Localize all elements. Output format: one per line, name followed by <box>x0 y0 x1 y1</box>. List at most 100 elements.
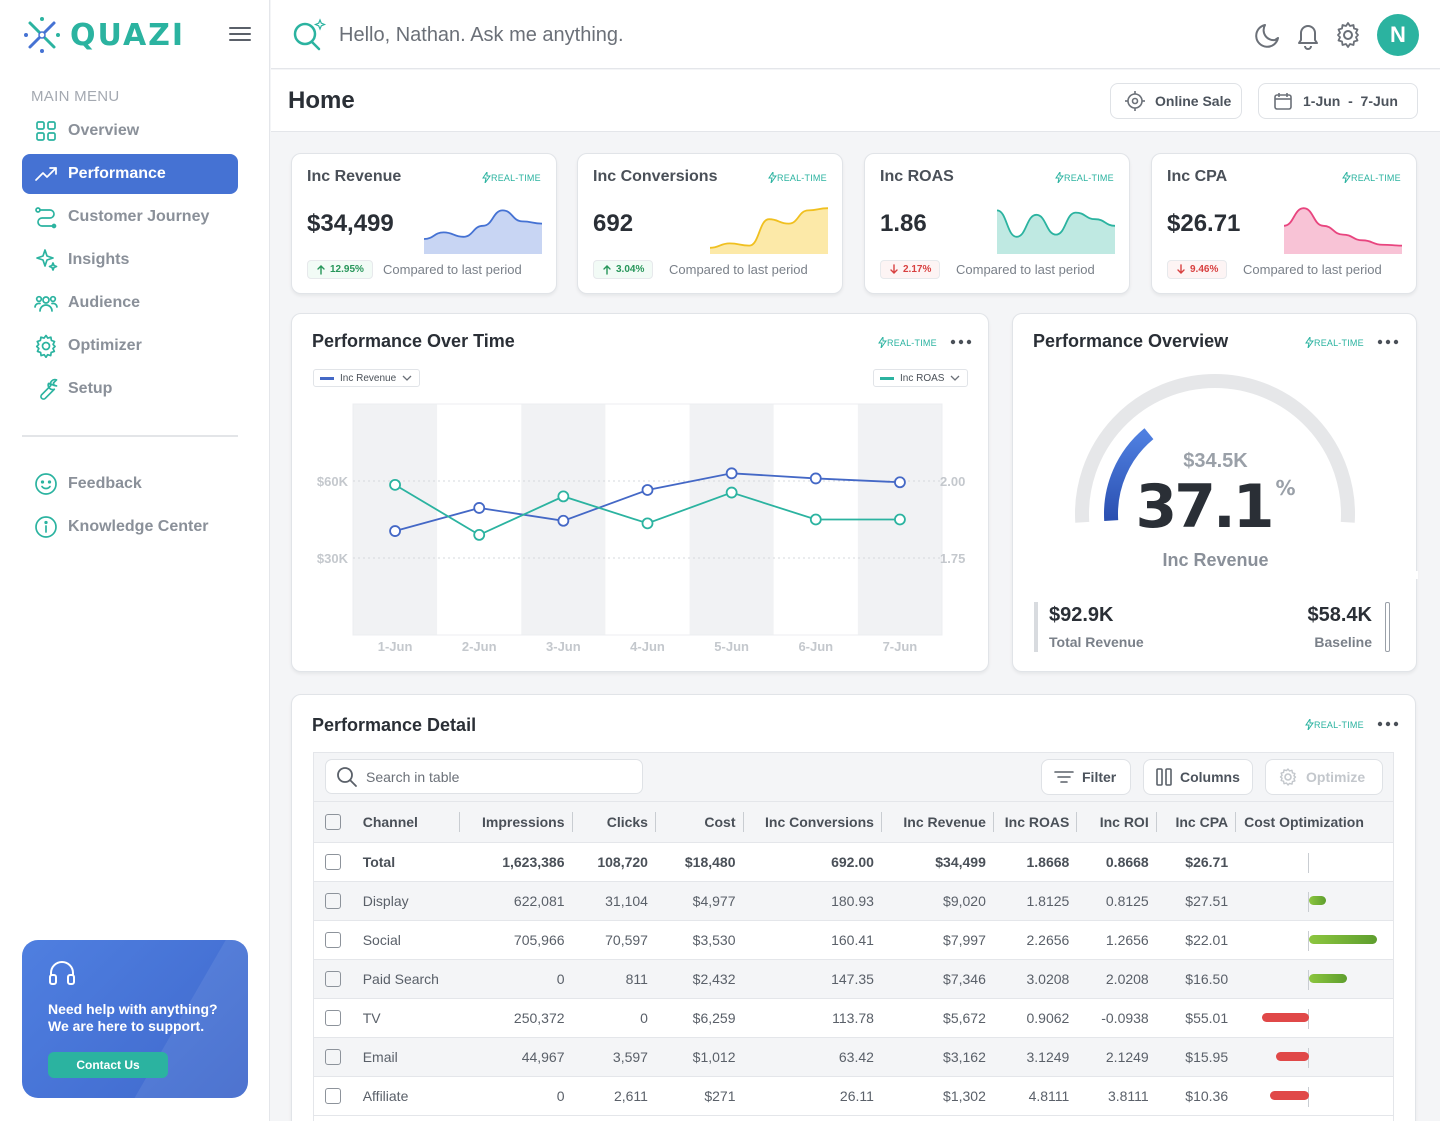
data-point[interactable] <box>641 484 654 496</box>
online-sale-button[interactable]: Online Sale <box>1110 83 1242 119</box>
sidebar-item-performance[interactable]: Performance <box>22 154 238 194</box>
data-point[interactable] <box>557 490 570 503</box>
more-options-icon[interactable] <box>1377 721 1399 727</box>
sidebar-item-audience[interactable]: Audience <box>22 283 238 323</box>
value-cell: 1.8668 <box>993 842 1078 882</box>
brand-name: QUAZI <box>70 17 186 53</box>
contact-us-button[interactable]: Contact Us <box>48 1052 168 1078</box>
column-header-inc-roi[interactable]: Inc ROI <box>1077 802 1157 843</box>
x-tick-label: 1-Jun <box>378 639 413 654</box>
column-header-channel[interactable]: Channel <box>354 802 460 843</box>
grid-icon <box>36 121 56 141</box>
sidebar-item-feedback[interactable]: Feedback <box>22 464 262 504</box>
kpi-sparkline <box>1284 207 1402 254</box>
channel-cell: Paid Search <box>354 959 460 999</box>
x-tick-label: 7-Jun <box>883 639 918 654</box>
date-range-label: 1-Jun - 7-Jun <box>1303 93 1398 109</box>
row-checkbox[interactable] <box>325 932 341 949</box>
row-checkbox[interactable] <box>325 893 341 910</box>
more-options-icon[interactable] <box>950 339 972 345</box>
brand-logo[interactable]: QUAZI <box>22 14 185 56</box>
table-row[interactable]: Affiliate 0 2,611 $271 26.11 $1,302 4.8111 3.81… <box>314 1076 1393 1116</box>
data-point[interactable] <box>809 472 822 485</box>
arrow-up-icon <box>603 265 611 275</box>
cost-optimization-cell <box>1236 1037 1393 1077</box>
column-header-clicks[interactable]: Clicks <box>572 802 656 843</box>
table-search-input[interactable]: Search in table <box>325 759 643 794</box>
ask-input[interactable]: Hello, Nathan. Ask me anything. <box>339 24 624 46</box>
data-point[interactable] <box>389 478 401 491</box>
x-tick-label: 5-Jun <box>714 639 749 654</box>
settings-gear-icon[interactable] <box>1333 20 1363 50</box>
date-range-picker[interactable]: 1-Jun - 7-Jun <box>1258 83 1418 119</box>
kpi-card-inc-conversions[interactable]: Inc Conversions REAL-TIME 692 3.04% Compared… <box>577 153 843 294</box>
value-cell: $7,997 <box>881 920 994 960</box>
data-point[interactable] <box>473 528 486 541</box>
sidebar-item-label: Optimizer <box>68 337 142 354</box>
notification-bell-icon[interactable] <box>1293 20 1323 50</box>
kpi-card-inc-revenue[interactable]: Inc Revenue REAL-TIME $34,499 12.95% Compare… <box>291 153 557 294</box>
smile-icon <box>35 473 57 495</box>
data-point[interactable] <box>473 502 486 514</box>
row-checkbox[interactable] <box>325 971 341 988</box>
columns-button[interactable]: Columns <box>1143 759 1253 795</box>
row-checkbox[interactable] <box>325 854 341 871</box>
hamburger-menu-icon[interactable] <box>228 24 252 44</box>
user-avatar[interactable]: N <box>1377 14 1419 56</box>
column-header-inc-roas[interactable]: Inc ROAS <box>993 802 1078 843</box>
value-cell: $9,020 <box>881 881 994 921</box>
table-row[interactable]: TV 250,372 0 $6,259 113.78 $5,672 0.9062 -0.093… <box>314 998 1393 1038</box>
kpi-card-inc-cpa[interactable]: Inc CPA REAL-TIME $26.71 9.46% Compared to l… <box>1151 153 1417 294</box>
sidebar-item-optimizer[interactable]: Optimizer <box>22 326 238 366</box>
more-options-icon[interactable] <box>1377 339 1399 345</box>
data-point[interactable] <box>809 513 822 526</box>
row-checkbox[interactable] <box>325 1088 341 1105</box>
table-row[interactable]: Paid Search 0 811 $2,432 147.35 $7,346 3.0208 2… <box>314 959 1393 999</box>
sidebar-item-label: Audience <box>68 294 141 311</box>
row-checkbox[interactable] <box>325 1049 341 1066</box>
select-all-checkbox[interactable] <box>325 814 341 831</box>
sidebar-item-label: Setup <box>68 380 113 397</box>
data-point[interactable] <box>641 517 654 530</box>
table-row[interactable]: Total 1,623,386 108,720 $18,480 692.00 $34,49… <box>314 842 1393 882</box>
data-point[interactable] <box>725 486 738 499</box>
value-cell: 692.00 <box>743 842 882 882</box>
dark-mode-moon-icon[interactable] <box>1253 20 1283 50</box>
right-metric-select[interactable]: Inc ROAS <box>873 369 969 387</box>
data-point[interactable] <box>894 513 906 526</box>
column-header-inc-conversions[interactable]: Inc Conversions <box>743 802 882 843</box>
ai-search-icon[interactable] <box>291 18 327 52</box>
table-row[interactable]: Social 705,966 70,597 $3,530 160.41 $7,997 2.2… <box>314 920 1393 960</box>
table-row[interactable]: Email 44,967 3,597 $1,012 63.42 $3,162 3.1249 2… <box>314 1037 1393 1077</box>
column-header-cost[interactable]: Cost <box>655 802 744 843</box>
data-point[interactable] <box>389 525 401 537</box>
cost-optimization-cell <box>1236 920 1393 960</box>
column-header-inc-cpa[interactable]: Inc CPA <box>1156 802 1237 843</box>
columns-icon <box>1156 768 1172 786</box>
data-point[interactable] <box>894 476 906 489</box>
left-metric-select[interactable]: Inc Revenue <box>313 369 421 387</box>
data-point[interactable] <box>725 467 738 480</box>
optimize-button[interactable]: Optimize <box>1265 759 1383 795</box>
value-cell: 180.93 <box>743 881 882 921</box>
users-icon <box>34 295 58 312</box>
row-checkbox[interactable] <box>325 1010 341 1027</box>
value-cell: 4.8111 <box>993 1076 1078 1116</box>
filter-button[interactable]: Filter <box>1041 759 1131 795</box>
kpi-card-inc-roas[interactable]: Inc ROAS REAL-TIME 1.86 2.17% Compared to la… <box>864 153 1130 294</box>
column-header-impressions[interactable]: Impressions <box>459 802 573 843</box>
calendar-icon <box>1274 93 1292 110</box>
lightning-icon <box>1305 337 1314 348</box>
column-header-inc-revenue[interactable]: Inc Revenue <box>881 802 994 843</box>
table-row[interactable]: Display 622,081 31,104 $4,977 180.93 $9,020 1.… <box>314 881 1393 921</box>
total-revenue-value: $92.9K <box>1049 604 1114 626</box>
sidebar-item-knowledge-center[interactable]: Knowledge Center <box>22 507 262 547</box>
sidebar-item-customer-journey[interactable]: Customer Journey <box>22 197 238 237</box>
route-icon <box>35 207 57 229</box>
sidebar-item-overview[interactable]: Overview <box>22 111 238 151</box>
x-tick-label: 4-Jun <box>630 639 665 654</box>
sidebar-item-insights[interactable]: Insights <box>22 240 238 280</box>
data-point[interactable] <box>557 514 570 527</box>
sidebar-item-setup[interactable]: Setup <box>22 369 238 409</box>
column-header-cost-optimization[interactable]: Cost Optimization <box>1236 802 1393 843</box>
